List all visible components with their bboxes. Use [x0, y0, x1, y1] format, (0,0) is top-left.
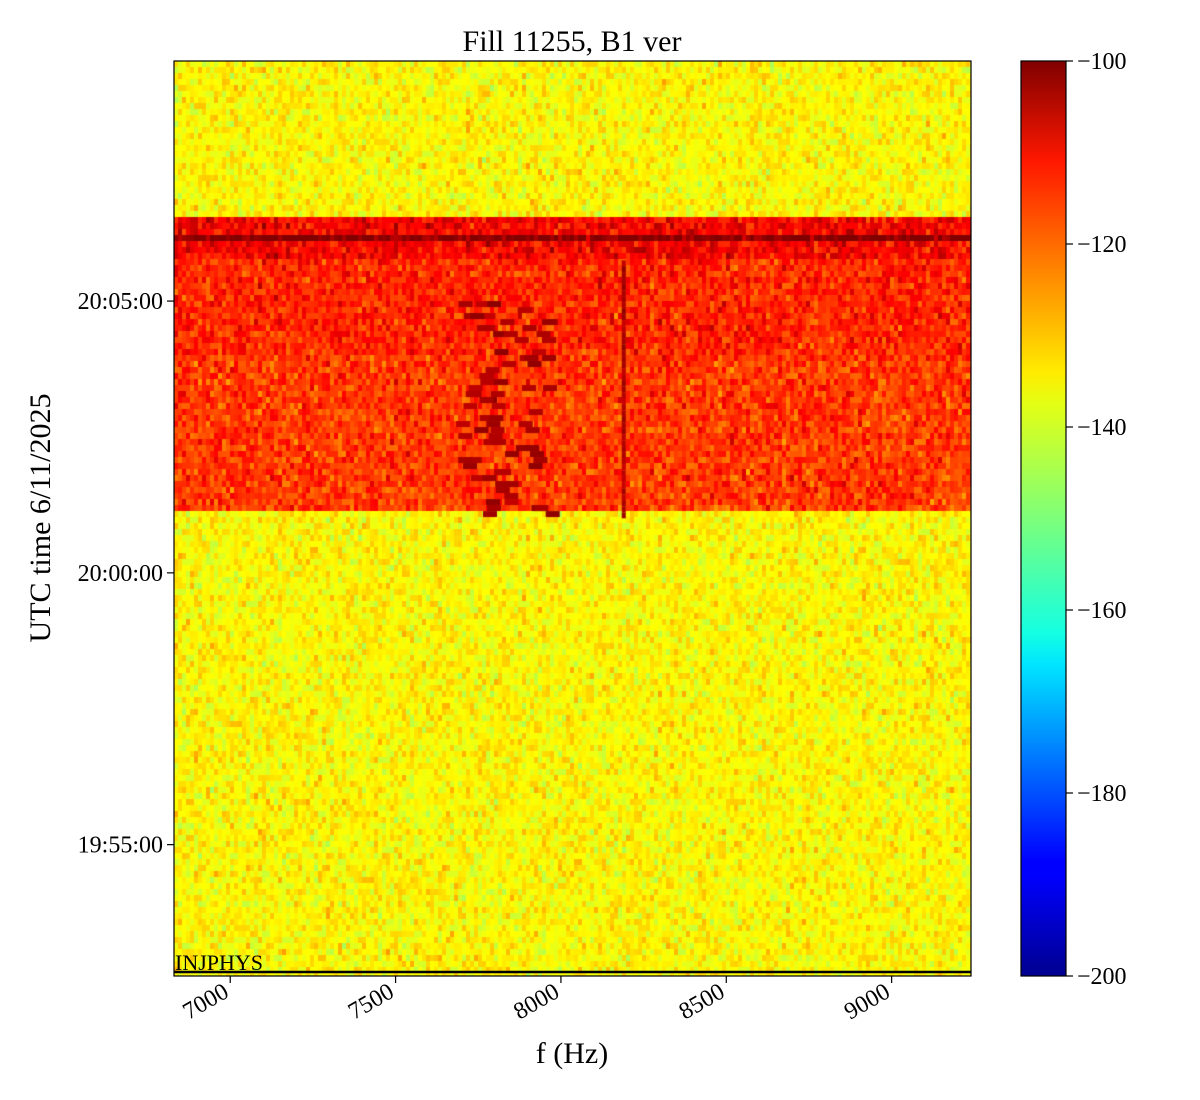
colorbar-gradient — [1020, 60, 1067, 977]
colorbar-tick-label: −100 — [1077, 49, 1127, 75]
colorbar: −100 −120 −140 −160 −180 −200 — [1020, 49, 1127, 990]
y-axis-label: UTC time 6/11/2025 — [24, 394, 57, 643]
colorbar-tick-label: −160 — [1077, 598, 1127, 624]
plot-frame — [173, 60, 972, 977]
colorbar-tick-label: −180 — [1077, 781, 1127, 807]
colorbar-ticks: −100 −120 −140 −160 −180 −200 — [1066, 49, 1127, 990]
colorbar-tick-label: −140 — [1077, 415, 1127, 441]
chart-title: Fill 11255, B1 ver — [463, 25, 682, 58]
x-tick-label: 8000 — [509, 979, 564, 1026]
x-axis-ticks: 7000 7500 8000 8500 9000 — [179, 976, 895, 1025]
y-axis-ticks: 19:55:00 20:00:00 20:05:00 — [78, 289, 174, 859]
heatmap-image — [174, 61, 971, 976]
x-tick-label: 9000 — [840, 979, 895, 1026]
x-tick-label: 8500 — [675, 979, 730, 1026]
annotation-group: INJPHYS — [174, 950, 971, 975]
x-axis-label: f (Hz) — [536, 1037, 608, 1070]
annotation-label: INJPHYS — [175, 950, 263, 975]
colorbar-tick-label: −120 — [1077, 232, 1127, 258]
x-tick-label: 7500 — [344, 979, 399, 1026]
heatmap-raster — [174, 61, 971, 976]
colorbar-tick-label: −200 — [1077, 964, 1127, 990]
y-tick-label: 20:05:00 — [78, 289, 163, 315]
x-tick-label: 7000 — [179, 979, 234, 1026]
y-tick-label: 19:55:00 — [78, 833, 163, 859]
y-tick-label: 20:00:00 — [78, 561, 163, 587]
